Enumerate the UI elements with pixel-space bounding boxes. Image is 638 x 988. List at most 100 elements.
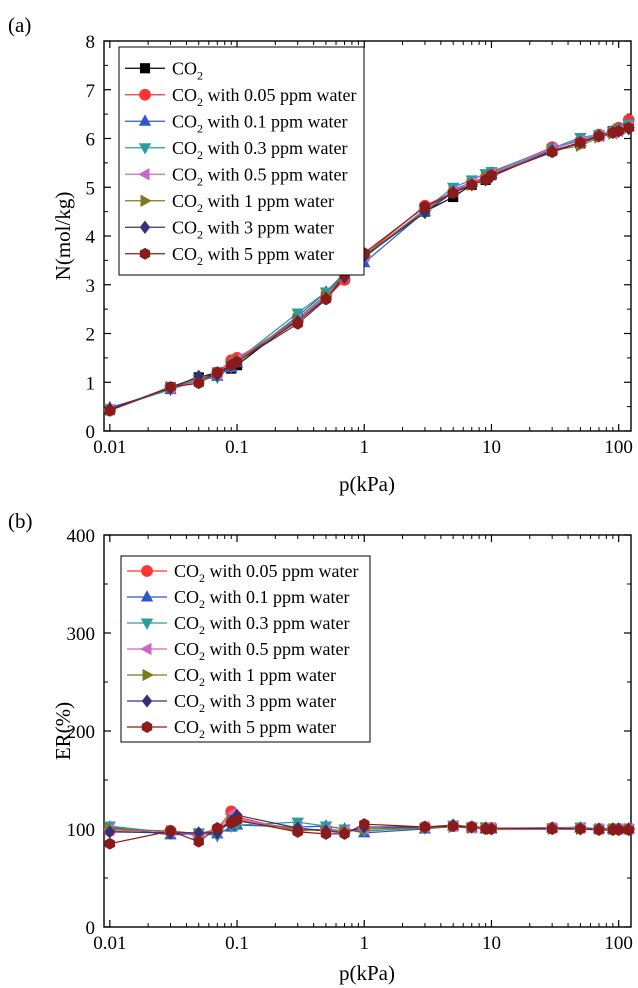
- legend-marker-4: [138, 168, 150, 181]
- data-point-6-5: [231, 814, 243, 827]
- x-tick-label: 100: [604, 933, 633, 954]
- legend-label: CO2 with 0.3 ppm water: [172, 138, 348, 162]
- data-point-6-9: [359, 818, 370, 831]
- x-axis-title-b: p(kPa): [339, 961, 395, 985]
- legend-marker-0: [141, 565, 153, 577]
- data-point-6-17: [593, 824, 605, 836]
- data-point-7-12: [466, 178, 477, 191]
- x-tick-label: 10: [482, 933, 501, 954]
- data-point-7-14: [486, 169, 497, 182]
- data-point-7-0: [104, 404, 115, 417]
- y-tick-label: 200: [67, 722, 96, 743]
- x-tick-label: 1: [359, 437, 369, 458]
- legend-marker-2: [138, 114, 152, 126]
- data-point-6-1: [165, 825, 176, 837]
- y-axis-title-a: N(mol/kg): [51, 192, 75, 281]
- legend-label: CO2 with 0.1 ppm water: [172, 111, 348, 135]
- legend-marker-0: [139, 63, 151, 74]
- y-tick-label: 5: [86, 178, 96, 199]
- legend-label: CO2 with 3 ppm water: [172, 217, 334, 241]
- data-point-6-6: [292, 825, 303, 838]
- x-tick-label: 10: [482, 437, 501, 458]
- legend-label: CO2: [172, 58, 203, 82]
- data-point-7-20: [623, 121, 634, 134]
- data-point-7-19: [613, 125, 624, 138]
- data-point-6-7: [320, 827, 332, 840]
- legend-label: CO2 with 0.5 ppm water: [172, 164, 348, 188]
- data-point-6-0: [104, 837, 115, 850]
- x-tick-label: 100: [604, 437, 633, 458]
- y-tick-label: 8: [86, 32, 96, 53]
- data-point-7-7: [320, 293, 332, 306]
- data-point-7-6: [292, 317, 303, 330]
- legend-label: CO2 with 0.1 ppm water: [174, 587, 350, 611]
- x-tick-label: 0.01: [93, 437, 126, 458]
- legend-label: CO2 with 0.05 ppm water: [172, 85, 357, 109]
- legend-label: CO2 with 3 ppm water: [174, 691, 336, 715]
- data-point-6-14: [486, 823, 497, 835]
- y-axis-title-b: ER(%): [51, 702, 75, 760]
- legend-label: CO2 with 0.05 ppm water: [174, 561, 359, 585]
- panel-b: (b) 0.01 0.1 1 10 100 0 100 200 300 400 p(kPa) ER…: [8, 509, 636, 985]
- y-tick-label: 2: [86, 325, 96, 346]
- panel-a-label: (a): [8, 13, 31, 37]
- series-markers-b: [102, 805, 636, 850]
- legend-marker-3: [138, 143, 152, 155]
- y-tick-label: 300: [67, 624, 96, 645]
- y-tick-label: 3: [86, 276, 96, 297]
- x-tick-label: 1: [359, 933, 369, 954]
- legend-label: CO2 with 0.3 ppm water: [174, 613, 350, 637]
- data-point-6-15: [547, 823, 558, 835]
- data-point-7-1: [165, 381, 176, 394]
- y-tick-label: 1: [86, 373, 96, 394]
- legend-marker-6: [139, 220, 151, 234]
- legend-marker-5: [141, 694, 153, 708]
- panel-a: (a) 0.01 0.1 1 10 100 0 1 2 3 4 5 6 7 8 p(kPa) N(mol/…: [8, 13, 636, 496]
- legend-box: [118, 46, 365, 276]
- data-point-7-3: [212, 366, 223, 379]
- legend-marker-5: [140, 194, 152, 207]
- data-point-7-17: [593, 130, 605, 143]
- legend-label: CO2 with 1 ppm water: [172, 191, 334, 215]
- legend-marker-2: [140, 618, 154, 630]
- legend-marker-7: [139, 247, 151, 260]
- data-point-7-10: [419, 200, 431, 213]
- data-point-7-15: [547, 146, 558, 159]
- x-tick-label: 0.1: [225, 933, 249, 954]
- y-tick-label: 0: [86, 918, 96, 939]
- data-point-7-5: [231, 355, 243, 368]
- y-tick-label: 7: [86, 81, 96, 102]
- data-point-7-2: [193, 377, 204, 390]
- panel-b-label: (b): [8, 509, 33, 533]
- y-tick-label: 4: [86, 227, 96, 248]
- series-markers-a: [102, 114, 636, 417]
- legend-marker-4: [142, 668, 154, 682]
- legend-label: CO2 with 5 ppm water: [174, 717, 336, 741]
- data-point-6-20: [623, 824, 634, 836]
- legend-marker-6: [141, 721, 153, 733]
- legend-marker-1: [139, 88, 151, 101]
- data-point-6-12: [466, 821, 477, 833]
- ticks-a: 0.01 0.1 1 10 100 0 1 2 3 4 5 6 7 8: [86, 32, 633, 458]
- ticks-b: 0.01 0.1 1 10 100 0 100 200 300 400: [67, 526, 633, 954]
- x-tick-label: 0.01: [93, 933, 126, 954]
- data-point-7-16: [575, 136, 586, 149]
- x-tick-label: 0.1: [225, 437, 249, 458]
- legend-marker-1: [140, 590, 154, 602]
- data-point-6-16: [575, 823, 586, 835]
- data-point-6-8: [339, 827, 350, 840]
- legend-label: CO2 with 0.5 ppm water: [174, 639, 350, 663]
- y-tick-label: 0: [86, 422, 96, 443]
- data-point-6-2: [193, 835, 204, 848]
- x-axis-title-a: p(kPa): [339, 472, 395, 496]
- data-point-6-11: [447, 820, 459, 833]
- data-point-6-10: [419, 821, 431, 833]
- data-point-7-11: [447, 187, 459, 200]
- legend-label: CO2 with 5 ppm water: [172, 244, 334, 268]
- y-tick-label: 100: [67, 820, 96, 841]
- legend-label: CO2 with 1 ppm water: [174, 665, 336, 689]
- y-tick-label: 6: [86, 130, 96, 151]
